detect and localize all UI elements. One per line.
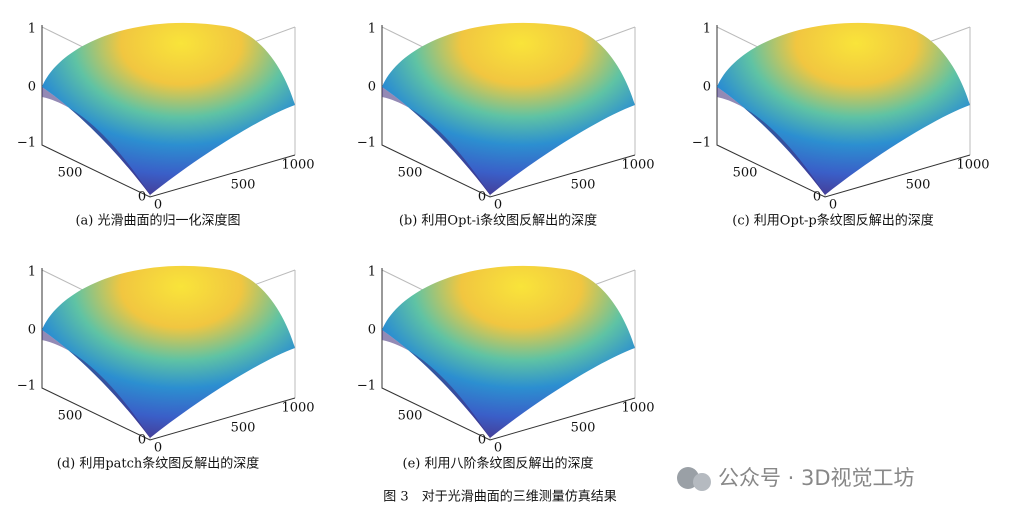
x-tick-label: 500 — [571, 178, 596, 193]
y-tick-label: 500 — [733, 166, 758, 181]
z-tick-label: 0 — [703, 80, 711, 95]
y-tick-label: 0 — [478, 433, 486, 448]
axis-line — [41, 268, 296, 441]
surface — [717, 22, 970, 195]
x-tick-label: 0 — [154, 441, 162, 456]
y-tick-label: 500 — [58, 409, 83, 424]
z-tick-label: −1 — [17, 379, 36, 394]
surface-shade — [42, 330, 150, 438]
y-tick-label: 500 — [398, 409, 423, 424]
z-tick-label: 1 — [703, 22, 711, 37]
watermark-text: 公众号 · 3D视觉工坊 — [718, 466, 915, 490]
axis-line — [381, 268, 636, 441]
axis-line — [41, 25, 296, 198]
x-tick-label: 1000 — [621, 401, 654, 416]
z-tick-label: −1 — [357, 136, 376, 151]
y-tick-label: 0 — [138, 190, 146, 205]
z-tick-label: −1 — [17, 136, 36, 151]
x-tick-label: 0 — [494, 198, 502, 213]
z-tick-label: 0 — [28, 80, 36, 95]
x-tick-label: 0 — [829, 198, 837, 213]
surface — [42, 265, 295, 438]
z-tick-label: −1 — [357, 379, 376, 394]
z-tick-label: 1 — [28, 265, 36, 280]
y-tick-label: 0 — [813, 190, 821, 205]
surface-shade — [382, 330, 490, 438]
watermark: 公众号 · 3D视觉工坊 — [677, 466, 915, 491]
x-tick-label: 500 — [906, 178, 931, 193]
axis-line — [381, 25, 636, 198]
y-tick-label: 0 — [138, 433, 146, 448]
x-tick-label: 0 — [154, 198, 162, 213]
panel-caption: (a) 光滑曲面的归一化深度图 — [75, 213, 240, 229]
surface-shade — [717, 87, 825, 195]
surface-shade — [382, 87, 490, 195]
x-tick-label: 1000 — [281, 158, 314, 173]
x-tick-label: 1000 — [281, 401, 314, 416]
z-tick-label: 0 — [28, 323, 36, 338]
x-tick-label: 1000 — [621, 158, 654, 173]
surface — [382, 265, 635, 438]
panel-caption: (b) 利用Opt-i条纹图反解出的深度 — [399, 213, 597, 229]
panel-caption: (c) 利用Opt-p条纹图反解出的深度 — [732, 213, 933, 229]
x-tick-label: 1000 — [956, 158, 989, 173]
panel-caption: (d) 利用patch条纹图反解出的深度 — [57, 456, 260, 472]
surface — [42, 22, 295, 195]
y-tick-label: 0 — [478, 190, 486, 205]
x-tick-label: 500 — [231, 421, 256, 436]
axis-line — [716, 25, 971, 198]
z-tick-label: −1 — [692, 136, 711, 151]
figure-caption: 图 3 对于光滑曲面的三维测量仿真结果 — [383, 489, 616, 505]
x-tick-label: 500 — [231, 178, 256, 193]
surface-shade — [42, 87, 150, 195]
y-tick-label: 500 — [58, 166, 83, 181]
y-tick-label: 500 — [398, 166, 423, 181]
surface — [382, 22, 635, 195]
z-tick-label: 0 — [368, 323, 376, 338]
panel-caption: (e) 利用八阶条纹图反解出的深度 — [403, 456, 594, 472]
z-tick-label: 1 — [368, 22, 376, 37]
z-tick-label: 1 — [28, 22, 36, 37]
x-tick-label: 0 — [494, 441, 502, 456]
z-tick-label: 1 — [368, 265, 376, 280]
watermark-icon — [693, 473, 711, 491]
x-tick-label: 500 — [571, 421, 596, 436]
z-tick-label: 0 — [368, 80, 376, 95]
